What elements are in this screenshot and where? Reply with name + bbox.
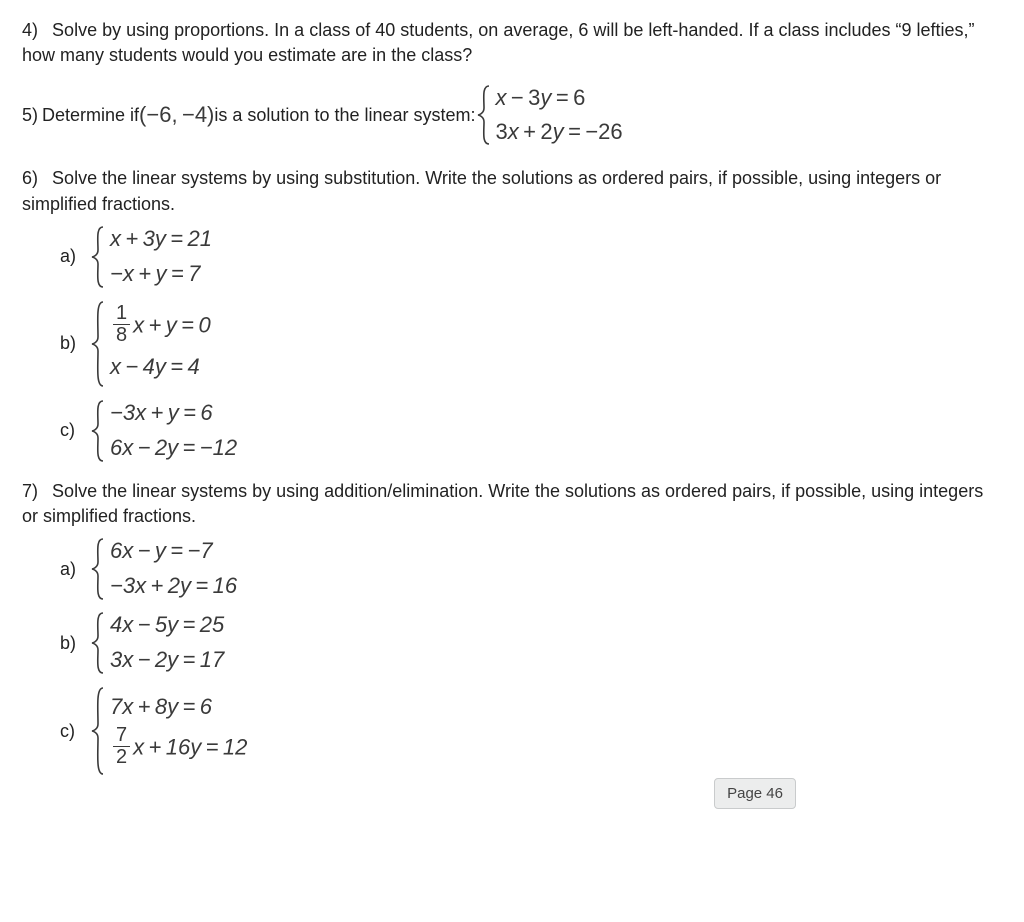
q4-number: 4): [22, 20, 38, 40]
q7a-eq1: 6x − y = −7: [106, 534, 239, 569]
q4-text: Solve by using proportions. In a class o…: [22, 20, 975, 65]
q6c: c) −3x + y = 6 6x − 2y = −12: [60, 397, 1002, 465]
q7a: a) 6x − y = −7 −3x + 2y = 16: [60, 535, 1002, 603]
q6c-label: c): [60, 418, 84, 443]
q7b-label: b): [60, 631, 84, 656]
q7c-eq1: 7x + 8y = 6: [106, 690, 249, 725]
q6-text: Solve the linear systems by using substi…: [22, 168, 941, 213]
q7-text: Solve the linear systems by using additi…: [22, 481, 983, 526]
page-badge: Page 46: [714, 778, 796, 809]
q5-eq2: 3x + 2y = −26: [492, 115, 625, 150]
q7c: c) 7x + 8y = 6 7 2 x + 16y = 12: [60, 683, 1002, 779]
left-brace-icon: [90, 611, 106, 675]
left-brace-icon: [90, 537, 106, 601]
q7a-eq2: −3x + 2y = 16: [106, 569, 239, 604]
fraction-icon: 1 8: [113, 303, 130, 346]
q7b-eq1: 4x − 5y = 25: [106, 608, 226, 643]
q6b-label: b): [60, 331, 84, 356]
q6b: b) 1 8 x + y = 0 x − 4y = 4: [60, 297, 1002, 391]
left-brace-icon: [90, 225, 106, 289]
q6b-eq1: 1 8 x + y = 0: [106, 303, 213, 350]
q5-point: (−6, −4): [139, 100, 214, 131]
q5-eq1: x − 3y = 6: [492, 81, 625, 116]
q5-mid: is a solution to the linear system:: [214, 103, 475, 128]
q6a-eq1: x + 3y = 21: [106, 222, 214, 257]
q7-number: 7): [22, 481, 38, 501]
q6a-eq2: −x + y = 7: [106, 257, 214, 292]
q7c-label: c): [60, 719, 84, 744]
q7c-eq2: 7 2 x + 16y = 12: [106, 725, 249, 772]
q7b-eq2: 3x − 2y = 17: [106, 643, 226, 678]
q7b: b) 4x − 5y = 25 3x − 2y = 17: [60, 609, 1002, 677]
q6a-label: a): [60, 244, 84, 269]
q6c-eq1: −3x + y = 6: [106, 396, 239, 431]
left-brace-icon: [90, 399, 106, 463]
question-5: 5) Determine if (−6, −4) is a solution t…: [22, 82, 1002, 148]
question-7: 7) Solve the linear systems by using add…: [22, 479, 1002, 779]
left-brace-icon: [476, 84, 492, 146]
q5-system: x − 3y = 6 3x + 2y = −26: [476, 84, 625, 146]
q5-lead: Determine if: [42, 103, 139, 128]
q6c-eq2: 6x − 2y = −12: [106, 431, 239, 466]
q5-number: 5): [22, 103, 38, 128]
left-brace-icon: [90, 299, 106, 389]
left-brace-icon: [90, 685, 106, 777]
question-6: 6) Solve the linear systems by using sub…: [22, 166, 1002, 464]
q6b-eq2: x − 4y = 4: [106, 350, 213, 385]
q6a: a) x + 3y = 21 −x + y = 7: [60, 223, 1002, 291]
q7a-label: a): [60, 557, 84, 582]
fraction-icon: 7 2: [113, 725, 130, 768]
question-4: 4) Solve by using proportions. In a clas…: [22, 18, 1002, 68]
q6-number: 6): [22, 168, 38, 188]
